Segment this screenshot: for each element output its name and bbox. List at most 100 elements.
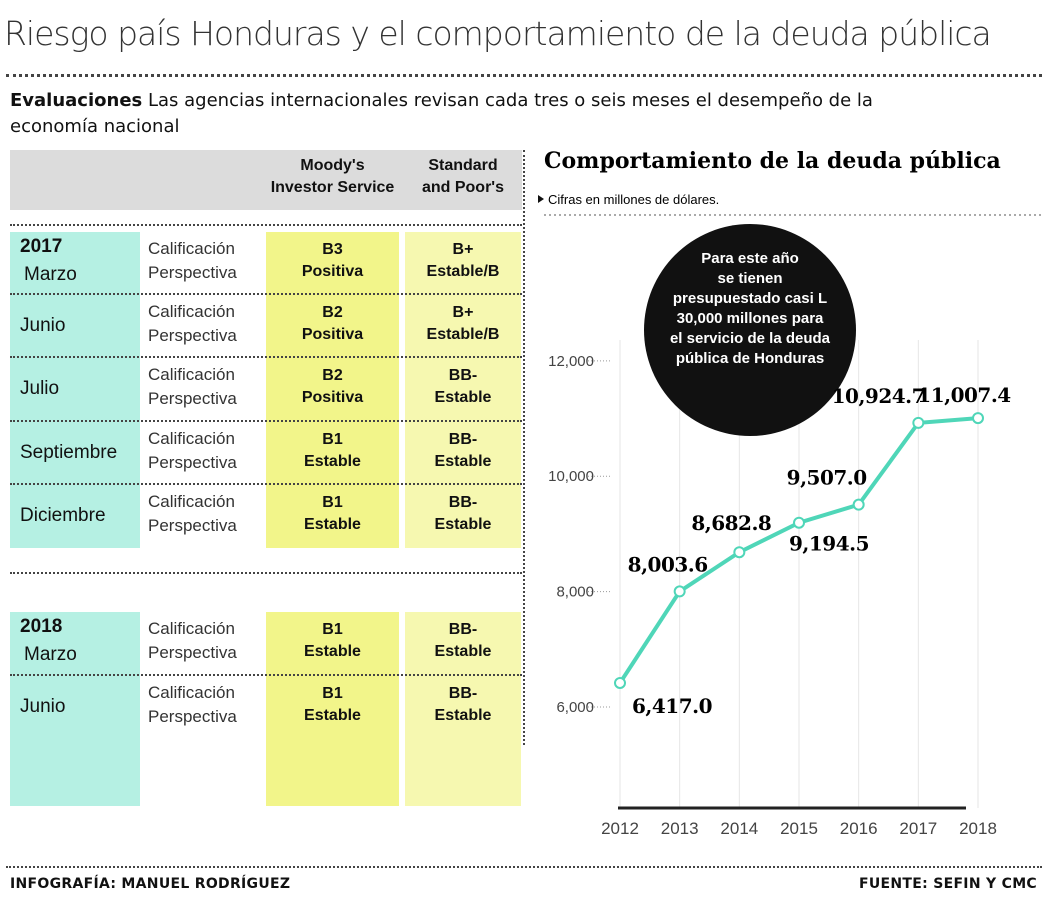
moodys-rating: Positiva bbox=[301, 389, 364, 407]
y-tick-label: 10,000 bbox=[548, 468, 594, 485]
row-label: Calificación bbox=[148, 428, 235, 448]
sp-rating: Estable/B bbox=[426, 326, 500, 344]
intro-lead: Evaluaciones bbox=[10, 90, 143, 111]
sp-rating: Estable bbox=[434, 643, 492, 660]
sp-rating: Estable bbox=[434, 515, 492, 533]
row-label: Perspectiva bbox=[148, 452, 237, 472]
sp-col-bg bbox=[405, 232, 521, 548]
point bbox=[972, 412, 984, 425]
separator bbox=[6, 866, 1042, 868]
moodys-rating: Estable bbox=[304, 515, 361, 533]
sp-rating: Estable bbox=[434, 707, 492, 724]
separator bbox=[6, 74, 1042, 77]
month: Junio bbox=[20, 696, 66, 717]
sp-rating: Estable bbox=[434, 389, 492, 407]
moodys-rating: Positiva bbox=[301, 326, 364, 344]
value-label: 10,924.7 bbox=[832, 384, 925, 408]
row-label: Calificación bbox=[148, 491, 235, 511]
moodys-rating: B2 bbox=[322, 367, 343, 385]
point bbox=[852, 498, 865, 511]
x-tick-label: 2012 bbox=[601, 819, 639, 838]
point bbox=[614, 676, 626, 689]
row-label: Calificación bbox=[148, 683, 235, 702]
column-header: Moody's bbox=[300, 157, 365, 174]
x-tick-label: 2013 bbox=[661, 819, 699, 838]
page-title: Riesgo país Honduras y el comportamiento… bbox=[4, 14, 992, 53]
row-separator bbox=[10, 674, 522, 676]
row-label: Calificación bbox=[148, 619, 235, 638]
y-tick-label: 8,000 bbox=[556, 584, 594, 601]
point bbox=[673, 585, 686, 598]
sp-rating: BB- bbox=[448, 685, 478, 702]
row-label: Perspectiva bbox=[148, 326, 237, 346]
sp-col-bg bbox=[405, 612, 521, 806]
source: FUENTE: SEFIN Y CMC bbox=[859, 876, 1037, 892]
moodys-rating: B2 bbox=[322, 304, 343, 322]
row-label: Perspectiva bbox=[148, 263, 237, 282]
sp-rating: B+ bbox=[452, 241, 474, 258]
row-separator bbox=[10, 482, 522, 485]
row-label: Calificación bbox=[148, 365, 235, 385]
month-col-bg bbox=[10, 232, 140, 548]
y-tick-label: 6,000 bbox=[556, 699, 594, 716]
sp-rating: BB- bbox=[448, 493, 478, 511]
value-label: 9,194.5 bbox=[789, 532, 869, 556]
row-label: Calificación bbox=[148, 239, 235, 258]
x-tick-label: 2014 bbox=[720, 819, 758, 838]
point bbox=[912, 416, 925, 429]
x-tick-label: 2015 bbox=[780, 819, 818, 838]
month: Julio bbox=[20, 378, 60, 400]
point bbox=[733, 546, 746, 559]
moodys-rating: Positiva bbox=[301, 263, 364, 280]
sp-rating: BB- bbox=[448, 367, 478, 385]
chart-title: Comportamiento de la deuda pública bbox=[544, 148, 1001, 174]
sp-rating: B+ bbox=[452, 304, 474, 322]
chart: Comportamiento de la deuda pública Cifra… bbox=[538, 148, 1044, 838]
separator bbox=[523, 150, 525, 745]
row-separator bbox=[10, 293, 522, 296]
moodys-rating: B1 bbox=[322, 685, 343, 702]
moodys-col-bg bbox=[266, 612, 399, 806]
x-tick-label: 2016 bbox=[840, 819, 878, 838]
bullet bbox=[538, 195, 544, 203]
intro-text: Las agencias internacionales revisan cad… bbox=[10, 90, 873, 137]
column-header: and Poor's bbox=[421, 179, 505, 196]
month: Marzo bbox=[24, 264, 77, 285]
value-label: 6,417.0 bbox=[632, 694, 712, 718]
separator bbox=[10, 572, 522, 574]
row-label: Perspectiva bbox=[148, 643, 237, 662]
sp-rating: BB- bbox=[448, 621, 478, 638]
annotation: Para este año se tienen presupuestado casi… bbox=[670, 250, 831, 367]
value-label: 9,507.0 bbox=[787, 466, 867, 490]
row-label: Perspectiva bbox=[148, 389, 237, 409]
moodys-col-bg bbox=[266, 232, 399, 548]
annotation-bubble bbox=[644, 224, 856, 436]
credit: INFOGRAFÍA: MANUEL RODRÍGUEZ bbox=[10, 876, 291, 892]
y-tick-label: 12,000 bbox=[548, 353, 594, 370]
year: 2018 bbox=[20, 616, 63, 637]
month-col-bg bbox=[10, 612, 140, 806]
intro: Evaluaciones Las agencias internacionale… bbox=[10, 88, 910, 140]
row-label: Calificación bbox=[148, 302, 235, 322]
row-separator bbox=[10, 419, 522, 422]
separator bbox=[10, 224, 522, 226]
moodys-rating: B1 bbox=[322, 430, 343, 448]
row-label: Perspectiva bbox=[148, 707, 237, 726]
moodys-rating: Estable bbox=[304, 452, 361, 470]
month: Septiembre bbox=[20, 441, 118, 463]
row-separator bbox=[10, 356, 522, 359]
x-tick-label: 2018 bbox=[959, 819, 997, 838]
value-label: 11,007.4 bbox=[917, 383, 1011, 407]
point bbox=[793, 516, 805, 529]
month: Junio bbox=[20, 315, 66, 337]
sp-rating: Estable bbox=[434, 452, 492, 470]
table-header-bg bbox=[10, 150, 522, 210]
moodys-rating: Estable bbox=[304, 643, 361, 660]
column-header: Standard bbox=[428, 157, 498, 174]
value-label: 8,003.6 bbox=[628, 552, 708, 576]
chart-subtitle: Cifras en millones de dólares. bbox=[548, 192, 719, 207]
sp-rating: Estable/B bbox=[426, 263, 500, 280]
year: 2017 bbox=[20, 236, 63, 257]
month: Marzo bbox=[24, 644, 77, 665]
value-label: 8,682.8 bbox=[691, 511, 771, 535]
